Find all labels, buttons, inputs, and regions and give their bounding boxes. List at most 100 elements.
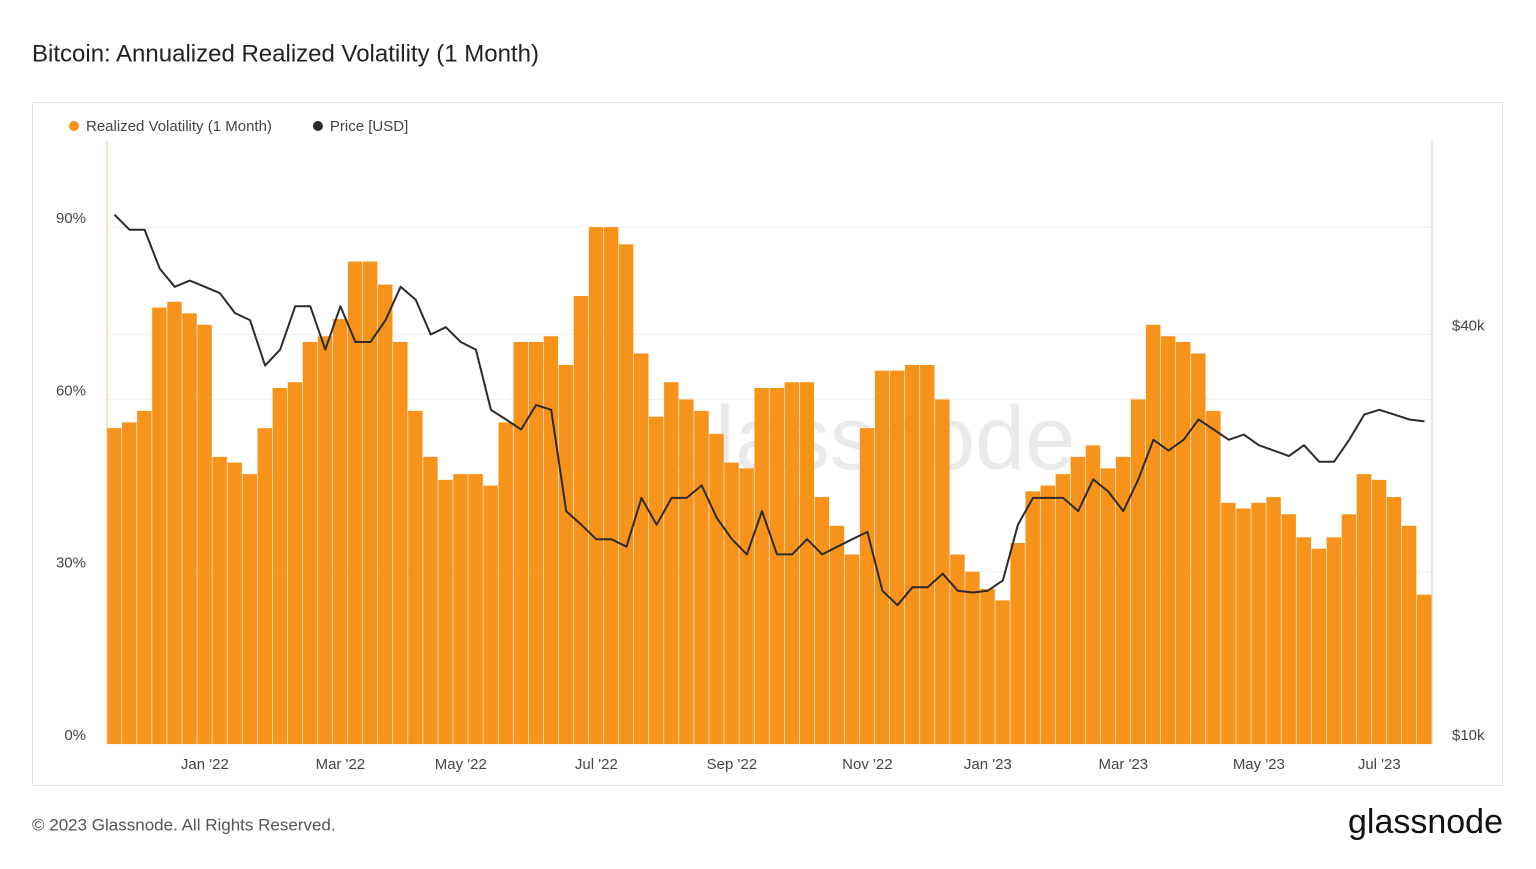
bar (1130, 399, 1146, 744)
bar (799, 382, 815, 744)
bar (1115, 456, 1131, 744)
chart-frame (32, 102, 1503, 786)
bar (905, 364, 920, 744)
bar (137, 410, 152, 744)
bar (874, 370, 890, 744)
bar (332, 319, 348, 744)
x-tick-label: Jul '23 (1358, 756, 1401, 773)
bar (302, 342, 318, 744)
bar (197, 324, 212, 744)
bar (920, 364, 935, 744)
bar (1085, 445, 1101, 744)
x-tick-label: Jan '22 (181, 756, 229, 773)
bar (814, 497, 830, 744)
bar (1160, 336, 1176, 744)
x-tick-label: Mar '23 (1099, 756, 1149, 773)
bar (1040, 485, 1055, 744)
bar (1296, 537, 1311, 744)
bar (1356, 474, 1372, 744)
bar (1311, 548, 1327, 744)
bar (212, 456, 227, 744)
x-tick-label: Jan '23 (964, 756, 1012, 773)
bar (483, 485, 498, 744)
price-line (113, 213, 1425, 607)
y-tick-label: 30% (56, 555, 86, 572)
bar (1100, 468, 1116, 744)
bar (1251, 502, 1266, 744)
bar (1176, 342, 1191, 744)
bar (1055, 474, 1071, 744)
bar (1281, 514, 1296, 744)
logo: glassnode (1348, 803, 1503, 841)
y2-tick-label: $40k (1452, 317, 1485, 334)
x-tick-label: Nov '22 (842, 756, 892, 773)
y-tick-label: 0% (64, 727, 86, 744)
bar (152, 307, 167, 744)
bar (227, 462, 242, 744)
bar (889, 370, 905, 744)
bar (393, 342, 408, 744)
legend-label: Realized Volatility (1 Month) (86, 118, 272, 135)
x-tick-label: Sep '22 (707, 756, 757, 773)
bar (1206, 410, 1221, 744)
bar (1221, 502, 1236, 744)
bar (829, 525, 845, 744)
bar (468, 474, 483, 744)
bar (122, 422, 137, 744)
bar (317, 336, 333, 744)
y-tick-label: 60% (56, 382, 86, 399)
bar (844, 554, 860, 744)
bar (528, 342, 544, 744)
bar (709, 433, 724, 744)
bar (980, 588, 995, 744)
bar (242, 474, 257, 744)
y-tick-label: 90% (56, 210, 86, 227)
bar (649, 416, 664, 744)
bar (1236, 508, 1251, 744)
bar (423, 456, 438, 744)
bar (995, 600, 1010, 744)
bar (588, 227, 604, 745)
bar (1341, 514, 1357, 744)
legend-dot (312, 121, 323, 131)
bar (558, 364, 574, 744)
bar (1401, 525, 1417, 744)
bar (739, 468, 754, 744)
chart-title: Bitcoin: Annualized Realized Volatility … (32, 40, 539, 67)
bar (498, 422, 513, 744)
bar (543, 336, 559, 744)
bar (362, 261, 378, 744)
bar (1191, 353, 1206, 744)
bar (603, 227, 619, 745)
bar (859, 428, 875, 744)
bar (1070, 456, 1086, 744)
bar (573, 296, 589, 744)
bar (287, 382, 303, 744)
bar (724, 462, 739, 744)
bar (1025, 491, 1040, 744)
bar (347, 261, 363, 744)
bar (618, 244, 634, 744)
bar (950, 554, 965, 744)
bar (182, 313, 197, 744)
bar (694, 410, 709, 744)
bar (1386, 497, 1402, 744)
x-tick-label: May '22 (435, 756, 487, 773)
legend-dot (69, 121, 79, 131)
bar (1371, 479, 1387, 744)
bar (664, 382, 679, 744)
bar (438, 479, 453, 744)
bar (769, 387, 784, 744)
bar (1145, 324, 1161, 744)
bar (257, 428, 273, 744)
x-tick-label: Jul '22 (575, 756, 618, 773)
bar (1266, 497, 1281, 744)
bar (167, 301, 182, 744)
bar (633, 353, 649, 744)
bar (965, 571, 980, 744)
bar (679, 399, 694, 744)
bar (754, 387, 769, 744)
bar (1326, 537, 1342, 744)
